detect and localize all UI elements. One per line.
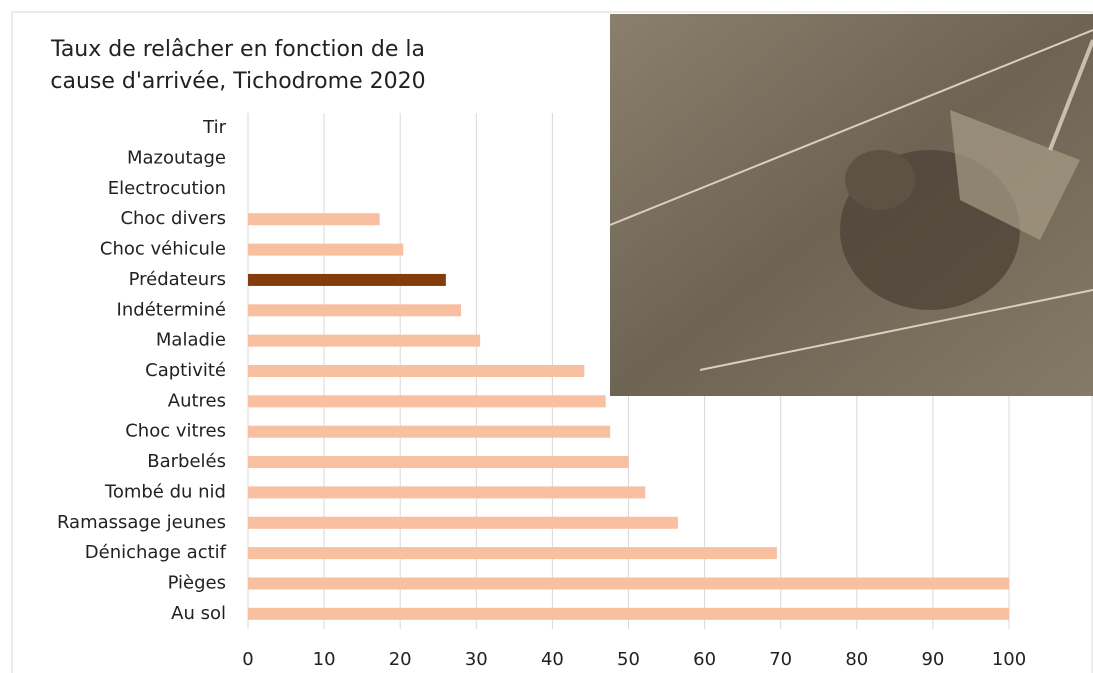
photo: [610, 14, 1093, 396]
bar: [248, 608, 1009, 620]
y-tick-label: Maladie: [156, 330, 226, 351]
y-tick-label: Tombé du nid: [104, 481, 226, 502]
bar: [248, 426, 610, 438]
y-tick-label: Dénichage actif: [85, 542, 227, 563]
y-tick-label: Captivité: [145, 360, 226, 381]
y-tick-label: Electrocution: [108, 178, 226, 199]
bar: [248, 335, 480, 347]
bar: [248, 304, 461, 316]
page: 0 10 20 30 40 50 60 70 80 90 100 Tir Mazoutage Electr…: [0, 0, 1093, 673]
y-tick-label: Choc vitres: [125, 421, 226, 442]
chart: 0 10 20 30 40 50 60 70 80 90 100 Tir Mazoutage Electr…: [0, 0, 1093, 673]
y-tick-label: Prédateurs: [129, 269, 226, 290]
bar: [248, 365, 584, 377]
y-tick-label: Au sol: [171, 603, 226, 624]
bar: [248, 486, 645, 498]
bar: [248, 274, 446, 286]
y-tick-label: Choc divers: [120, 208, 226, 229]
x-tick-label: 50: [617, 649, 640, 670]
x-tick-label: 30: [465, 649, 488, 670]
x-tick-label: 0: [242, 649, 253, 670]
bar: [248, 577, 1009, 589]
y-tick-label: Barbelés: [147, 451, 226, 472]
bar: [248, 547, 777, 559]
x-tick-label: 100: [992, 649, 1026, 670]
x-tick-label: 80: [845, 649, 868, 670]
bar: [248, 213, 380, 225]
x-tick-label: 20: [389, 649, 412, 670]
y-tick-label: Choc véhicule: [100, 239, 226, 260]
y-tick-label: Indéterminé: [117, 299, 226, 320]
x-tick-label: 90: [921, 649, 944, 670]
y-tick-label: Tir: [202, 117, 226, 138]
y-tick-label: Pièges: [168, 572, 226, 593]
chart-title: Taux de relâcher en fonction de la cause…: [18, 34, 458, 98]
bar: [248, 517, 678, 529]
x-tick-label: 40: [541, 649, 564, 670]
x-tick-label: 60: [693, 649, 716, 670]
bar: [248, 395, 606, 407]
y-tick-label: Mazoutage: [127, 148, 226, 169]
bar: [248, 456, 629, 468]
y-tick-label: Autres: [168, 390, 226, 411]
x-tick-label: 10: [313, 649, 336, 670]
y-tick-label: Ramassage jeunes: [57, 512, 226, 533]
bar: [248, 244, 403, 256]
x-tick-label: 70: [769, 649, 792, 670]
